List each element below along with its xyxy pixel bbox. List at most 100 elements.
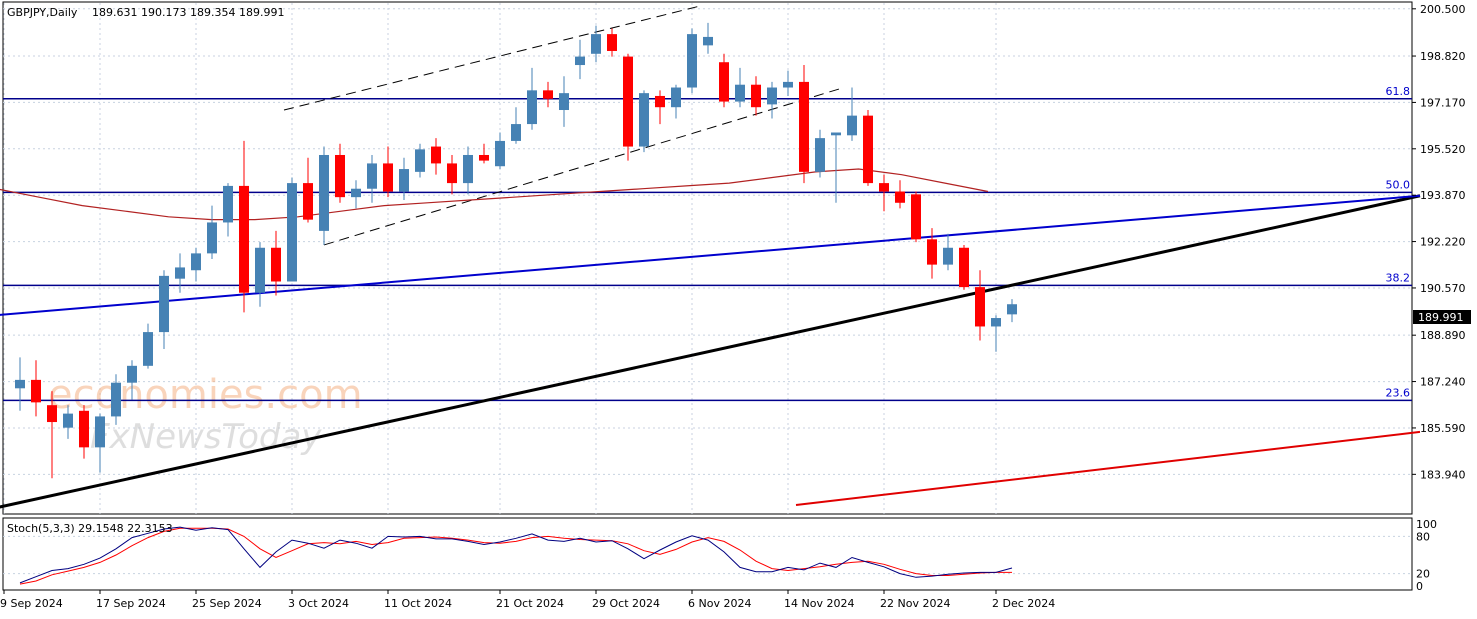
candle-body <box>943 247 953 265</box>
candle-body <box>863 115 873 184</box>
axes: 200.500 198.820 197.170 195.520 193.870 192.2… <box>0 3 1466 610</box>
candle-body <box>143 332 153 366</box>
candle-body <box>367 163 377 189</box>
candle-body <box>95 416 105 448</box>
stoch-main-line <box>19 526 1013 584</box>
candle-body <box>783 81 793 88</box>
x-tick-label: 6 Nov 2024 <box>688 597 751 610</box>
candle-body <box>623 56 633 147</box>
candle-body <box>479 154 489 161</box>
candle-body <box>655 95 665 108</box>
candle-body <box>47 405 57 423</box>
candle-body <box>543 90 553 99</box>
candle-body <box>31 379 41 403</box>
candle-body <box>991 318 1001 327</box>
stoch-level-label: 20 <box>1416 568 1430 581</box>
x-tick-label: 14 Nov 2024 <box>784 597 854 610</box>
trendline-black <box>0 194 1421 509</box>
candle-body <box>975 287 985 327</box>
candle-body <box>607 34 617 51</box>
y-tick-label: 192.220 <box>1420 236 1466 249</box>
stoch-label: Stoch(5,3,3) 29.1548 22.3153 <box>7 522 173 535</box>
trendlines <box>0 5 1421 509</box>
y-tick-label: 193.870 <box>1420 189 1466 202</box>
trendline-red <box>795 430 1421 506</box>
candle-body <box>911 194 921 240</box>
candle-body <box>719 62 729 102</box>
candle-body <box>959 247 969 288</box>
stoch-level-label: 80 <box>1416 530 1430 543</box>
main-plot-frame <box>2 1 1413 515</box>
x-tick-label: 21 Oct 2024 <box>496 597 564 610</box>
x-tick-label: 22 Nov 2024 <box>880 597 950 610</box>
candle-body <box>735 84 745 102</box>
candle-body <box>223 185 233 223</box>
candle-body <box>751 84 761 108</box>
trendline-blue <box>0 194 1421 316</box>
candle-body <box>687 34 697 88</box>
candle-body <box>207 222 217 254</box>
candle-body <box>575 56 585 66</box>
candle-body <box>239 185 249 293</box>
candle-body <box>415 149 425 172</box>
y-tick-label: 185.590 <box>1420 422 1466 435</box>
y-tick-label: 188.890 <box>1420 329 1466 342</box>
candle-body <box>383 163 393 192</box>
x-tick-label: 25 Sep 2024 <box>192 597 262 610</box>
x-tick-label: 29 Oct 2024 <box>592 597 660 610</box>
y-tick-label: 187.240 <box>1420 376 1466 389</box>
x-tick-label: 17 Sep 2024 <box>96 597 166 610</box>
channel-line <box>283 5 701 111</box>
ohlc-label: 189.631 190.173 189.354 189.991 <box>92 6 284 19</box>
candle-body <box>927 239 937 265</box>
stoch-level-label: 0 <box>1416 580 1423 593</box>
candles <box>15 22 1017 479</box>
candle-body <box>527 90 537 125</box>
current-price-tag <box>1413 310 1471 324</box>
candle-body <box>703 36 713 46</box>
candle-body <box>815 138 825 172</box>
watermark-line1: economies.com <box>48 372 363 418</box>
stoch-plot-frame <box>2 517 1413 591</box>
candle-body <box>895 191 905 203</box>
candle-body <box>639 93 649 147</box>
candle-body <box>447 163 457 184</box>
candle-body <box>271 247 281 282</box>
candle-body <box>495 140 505 167</box>
candle-body <box>303 183 313 220</box>
x-tick-label: 2 Dec 2024 <box>992 597 1055 610</box>
fibonacci-levels: 61.8 50.0 38.2 23.6 <box>3 85 1412 402</box>
candle-body <box>15 379 25 389</box>
x-tick-label: 3 Oct 2024 <box>288 597 349 610</box>
candle-body <box>831 132 841 136</box>
y-tick-label: 197.170 <box>1420 96 1466 109</box>
candle-body <box>111 382 121 417</box>
y-tick-label: 183.940 <box>1420 468 1466 481</box>
candle-body <box>591 34 601 54</box>
candle-body <box>287 183 297 282</box>
candle-body <box>127 365 137 383</box>
y-tick-label: 195.520 <box>1420 143 1466 156</box>
candle-body <box>1007 304 1017 315</box>
current-price-label: 189.991 <box>1418 311 1464 324</box>
candle-body <box>255 247 265 293</box>
candle-body <box>319 154 329 231</box>
candle-body <box>799 81 809 172</box>
symbol-label: GBPJPY,Daily <box>7 6 78 19</box>
candle-body <box>463 154 473 184</box>
candle-body <box>351 188 361 198</box>
candle-body <box>159 275 169 333</box>
candle-body <box>671 87 681 108</box>
y-tick-label: 198.820 <box>1420 50 1466 63</box>
y-tick-label: 200.500 <box>1420 3 1466 16</box>
fib-label: 38.2 <box>1386 271 1411 284</box>
fib-label: 50.0 <box>1386 178 1411 191</box>
candle-body <box>399 169 409 192</box>
fib-label: 61.8 <box>1386 85 1411 98</box>
stoch-level-label: 100 <box>1416 518 1437 531</box>
candle-body <box>79 410 89 448</box>
candle-body <box>175 267 185 279</box>
